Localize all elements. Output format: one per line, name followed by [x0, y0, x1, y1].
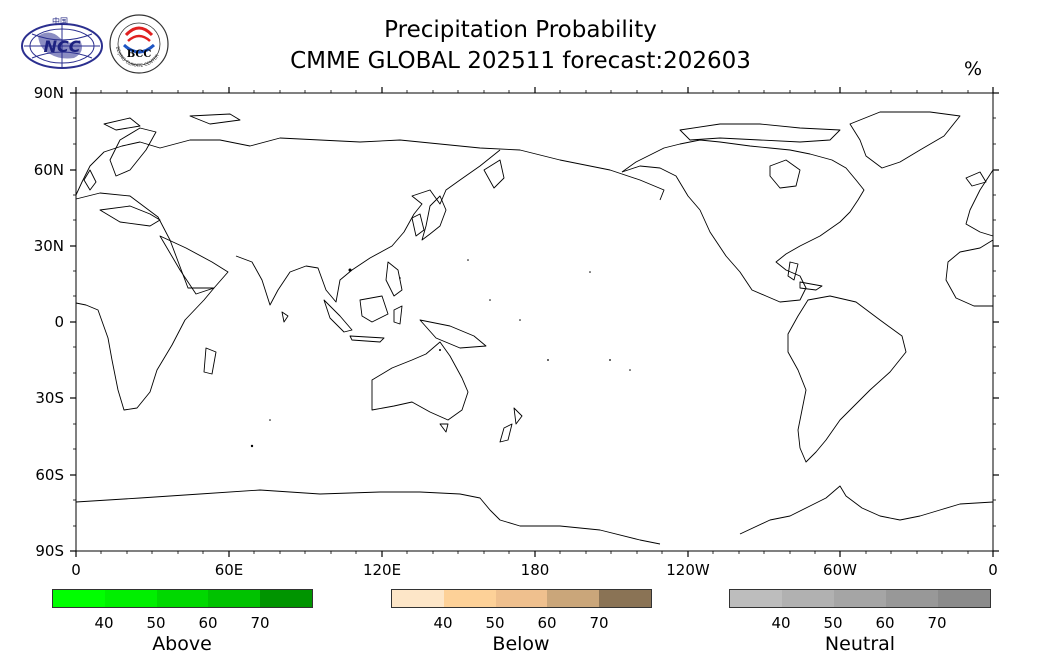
- colorbar-neutral-swatch: [938, 590, 990, 607]
- chart-title-line1: Precipitation Probability: [384, 17, 657, 43]
- lon-label-0: 0: [71, 561, 81, 579]
- lat-minor-ticks: [73, 117, 996, 527]
- lat-label-60n: 60N: [33, 161, 64, 179]
- coastlines: [75, 111, 994, 545]
- bcc-logo-text: BCC: [127, 49, 152, 60]
- coast-uk: [83, 169, 97, 191]
- coast-borneo: [359, 295, 389, 323]
- colorbar-neutral-tick: 50: [823, 614, 843, 632]
- lat-ticks: [70, 92, 999, 552]
- colorbar-above-swatch: [156, 590, 209, 607]
- coast-korea: [411, 213, 425, 237]
- coast-japan: [421, 195, 447, 241]
- coast-antarctica: [75, 489, 661, 545]
- colorbar-below-swatch: [599, 590, 651, 607]
- coast-svalbard: [103, 113, 241, 131]
- ncc-logo-chinese: 中国: [52, 16, 68, 26]
- lon-label-120e: 120E: [362, 561, 402, 579]
- colorbar-neutral-tick: 60: [875, 614, 895, 632]
- colorbar-below-tick: 70: [589, 614, 609, 632]
- coast-africa: [75, 192, 215, 411]
- colorbar-neutral-swatch: [730, 590, 782, 607]
- colorbar-above-label: Above: [152, 633, 212, 655]
- colorbar-neutral-swatch: [834, 590, 886, 607]
- lon-label-60w: 60W: [823, 561, 857, 579]
- coast-newzealand: [499, 407, 523, 443]
- colorbar-above-tick: 60: [198, 614, 218, 632]
- coast-scandinavia: [109, 127, 157, 177]
- coast-florida: [787, 261, 799, 281]
- small-islands: [250, 259, 631, 448]
- coast-tasmania: [439, 423, 449, 433]
- coast-africa-east: [945, 239, 994, 307]
- colorbar-above-swatch: [53, 590, 105, 607]
- lon-label-60e: 60E: [214, 561, 244, 579]
- colorbar-below-swatch: [547, 590, 600, 607]
- coast-india: [235, 255, 307, 306]
- coast-srilanka: [281, 311, 289, 323]
- map-frame: [75, 92, 994, 552]
- colorbar-neutral-tick: 40: [771, 614, 791, 632]
- chart-title-line2: CMME GLOBAL 202511 forecast:202603: [290, 48, 751, 74]
- coast-north-america: [621, 139, 865, 303]
- ncc-logo: NCC 中国: [20, 16, 104, 72]
- coast-eurasia-north: [75, 137, 665, 201]
- lat-label-30n: 30N: [33, 237, 64, 255]
- lon-label-180: 180: [520, 561, 550, 579]
- ncc-logo-text: NCC: [44, 37, 81, 56]
- colorbar-above: [52, 589, 313, 608]
- coast-arctic-islands: [679, 123, 841, 143]
- coast-alaska: [621, 165, 701, 211]
- coast-java: [349, 335, 385, 343]
- coast-greenland: [849, 111, 961, 169]
- colorbar-neutral-swatch: [782, 590, 834, 607]
- lat-label-30s: 30S: [35, 389, 64, 407]
- colorbar-below-swatch: [392, 590, 444, 607]
- lat-label-90s: 90S: [35, 542, 64, 560]
- colorbar-neutral-swatch: [886, 590, 938, 607]
- lon-label-0-east: 0: [988, 561, 998, 579]
- colorbar-above-tick: 70: [250, 614, 270, 632]
- coast-europe-east: [965, 169, 994, 237]
- colorbar-above-swatch: [208, 590, 261, 607]
- coast-madagascar: [203, 347, 217, 375]
- coast-china: [305, 149, 501, 303]
- colorbar-below-tick: 50: [485, 614, 505, 632]
- lon-label-120w: 120W: [666, 561, 710, 579]
- lat-label-0: 0: [54, 313, 64, 331]
- colorbar-below-label: Below: [492, 633, 550, 655]
- coast-antarctica-east: [739, 485, 994, 535]
- bcc-logo: BCC BEIJING CLIMATE CENTER: [108, 13, 170, 75]
- colorbar-below: [391, 589, 652, 608]
- coast-sumatra: [323, 299, 353, 333]
- lat-label-90n: 90N: [33, 84, 64, 102]
- lon-ticks: [75, 87, 994, 557]
- colorbar-neutral-label: Neutral: [824, 633, 896, 655]
- coast-south-america: [787, 295, 907, 463]
- colorbar-below-tick: 40: [433, 614, 453, 632]
- lat-label-60s: 60S: [35, 466, 64, 484]
- coast-kamchatka: [483, 159, 505, 189]
- unit-label: %: [964, 58, 983, 80]
- colorbar-below-tick: 60: [537, 614, 557, 632]
- colorbar-above-tick: 40: [94, 614, 114, 632]
- colorbar-neutral: [729, 589, 991, 608]
- coast-arabia: [159, 235, 229, 295]
- coast-newguinea: [419, 319, 487, 349]
- colorbar-below-swatch: [443, 590, 496, 607]
- coast-iceland: [965, 171, 987, 187]
- colorbar-neutral-tick: 70: [927, 614, 947, 632]
- lon-minor-ticks: [100, 90, 969, 554]
- coast-philippines: [385, 261, 403, 297]
- colorbar-above-swatch: [104, 590, 157, 607]
- coast-hudson-bay: [769, 159, 801, 189]
- coast-sulawesi: [393, 305, 403, 325]
- coast-mediterranean: [99, 205, 161, 227]
- colorbar-above-tick: 50: [146, 614, 166, 632]
- coast-australia: [371, 341, 469, 421]
- coast-cuba: [799, 281, 823, 291]
- colorbar-above-swatch: [260, 590, 312, 607]
- colorbar-below-swatch: [495, 590, 548, 607]
